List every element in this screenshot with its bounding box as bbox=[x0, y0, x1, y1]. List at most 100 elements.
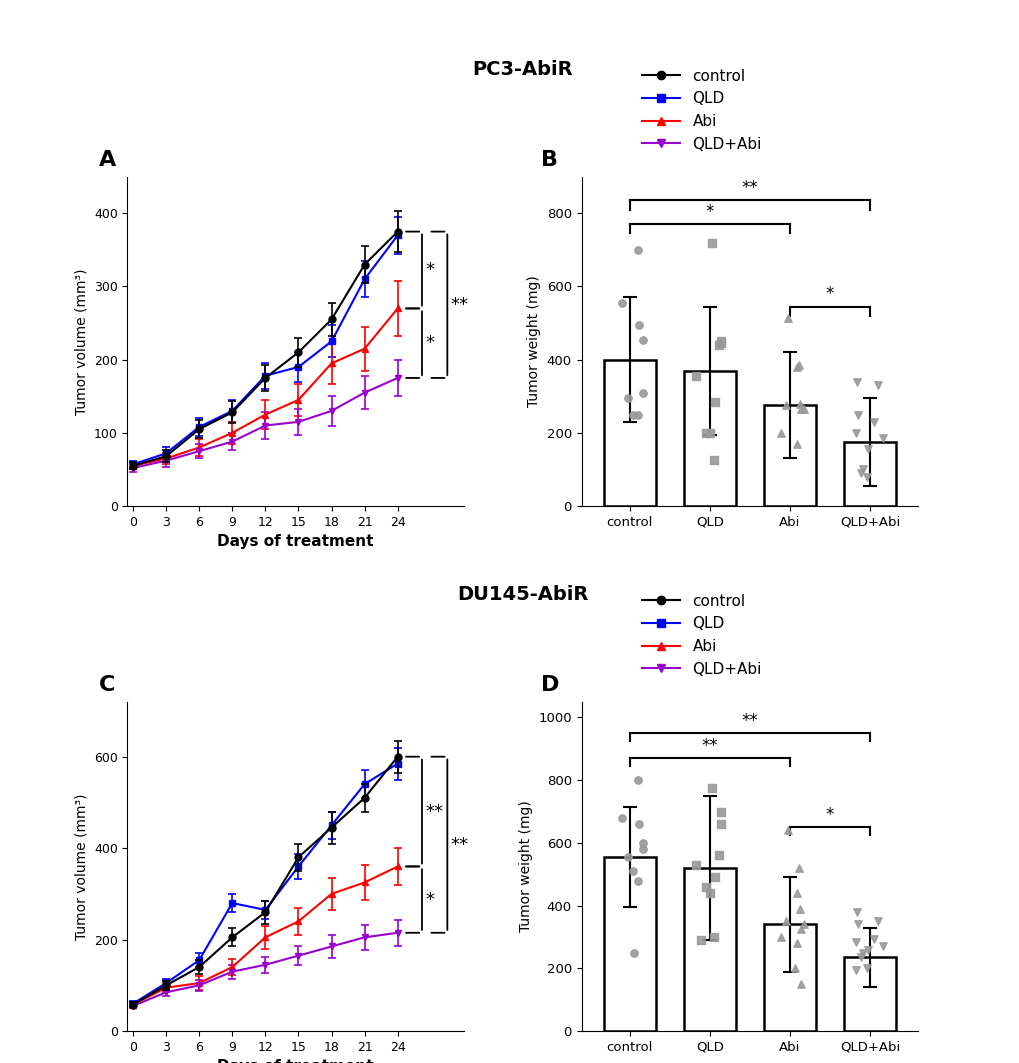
Point bbox=[788, 436, 804, 453]
Point bbox=[635, 841, 651, 858]
Point bbox=[629, 241, 645, 258]
Point bbox=[712, 335, 729, 352]
Point bbox=[848, 373, 864, 390]
Point bbox=[849, 406, 865, 423]
Point bbox=[849, 916, 865, 933]
X-axis label: Days of treatment: Days of treatment bbox=[217, 535, 374, 550]
X-axis label: Days of treatment: Days of treatment bbox=[217, 1060, 374, 1063]
Point bbox=[854, 461, 870, 478]
Point bbox=[779, 822, 795, 839]
Point bbox=[792, 900, 808, 917]
Point bbox=[792, 976, 808, 993]
Text: **: ** bbox=[450, 836, 468, 854]
Point bbox=[635, 384, 651, 401]
Point bbox=[706, 868, 722, 885]
Point bbox=[688, 857, 704, 874]
Bar bbox=[683, 371, 735, 506]
Bar bbox=[763, 925, 815, 1031]
Point bbox=[705, 452, 721, 469]
Text: *: * bbox=[705, 203, 713, 221]
Point bbox=[788, 934, 804, 951]
Point bbox=[624, 863, 640, 880]
Point bbox=[852, 465, 868, 482]
Text: *: * bbox=[425, 261, 434, 279]
Point bbox=[620, 389, 636, 406]
Point bbox=[630, 317, 646, 334]
Point bbox=[630, 815, 646, 832]
Text: PC3-AbiR: PC3-AbiR bbox=[472, 61, 573, 80]
Y-axis label: Tumor volume (mm³): Tumor volume (mm³) bbox=[74, 268, 89, 415]
Point bbox=[873, 938, 890, 955]
Point bbox=[852, 949, 868, 966]
Point bbox=[795, 916, 811, 933]
Text: *: * bbox=[825, 806, 834, 824]
Point bbox=[712, 803, 729, 820]
Point bbox=[777, 913, 794, 930]
Point bbox=[634, 331, 650, 348]
Point bbox=[792, 395, 808, 412]
Point bbox=[777, 396, 794, 414]
Point bbox=[703, 779, 719, 796]
Text: D: D bbox=[541, 675, 559, 695]
Bar bbox=[843, 958, 895, 1031]
Point bbox=[792, 401, 808, 418]
Point bbox=[848, 904, 864, 921]
Point bbox=[710, 847, 727, 864]
Bar bbox=[603, 857, 655, 1031]
Point bbox=[790, 860, 806, 877]
Point bbox=[869, 913, 886, 930]
Point bbox=[629, 406, 645, 423]
Point bbox=[634, 834, 650, 851]
Bar bbox=[763, 405, 815, 506]
Text: B: B bbox=[541, 150, 557, 170]
Text: **: ** bbox=[741, 180, 757, 198]
Bar bbox=[683, 868, 735, 1031]
Point bbox=[705, 928, 721, 945]
Text: DU145-AbiR: DU145-AbiR bbox=[457, 586, 588, 605]
Text: *: * bbox=[825, 285, 834, 303]
Point bbox=[772, 928, 789, 945]
Point bbox=[865, 414, 881, 431]
Point bbox=[865, 930, 881, 947]
Bar bbox=[603, 359, 655, 506]
Point bbox=[701, 424, 717, 441]
Text: **: ** bbox=[450, 296, 468, 314]
Point bbox=[629, 872, 645, 889]
Point bbox=[772, 424, 789, 441]
Text: *: * bbox=[425, 891, 434, 909]
Point bbox=[701, 884, 717, 901]
Point bbox=[795, 401, 811, 418]
Point bbox=[703, 234, 719, 251]
Point bbox=[869, 376, 886, 393]
Y-axis label: Tumor weight (mg): Tumor weight (mg) bbox=[519, 800, 532, 932]
Legend: control, QLD, Abi, QLD+Abi: control, QLD, Abi, QLD+Abi bbox=[636, 588, 767, 682]
Point bbox=[712, 815, 729, 832]
Point bbox=[629, 772, 645, 789]
Text: **: ** bbox=[701, 737, 717, 755]
Text: C: C bbox=[99, 675, 115, 695]
Point bbox=[697, 424, 713, 441]
Point bbox=[786, 960, 802, 977]
Point bbox=[854, 944, 870, 961]
Point bbox=[697, 878, 713, 895]
Bar bbox=[843, 442, 895, 506]
Point bbox=[706, 393, 722, 410]
Point bbox=[847, 961, 863, 978]
Point bbox=[710, 337, 727, 354]
Text: **: ** bbox=[741, 712, 757, 730]
Point bbox=[692, 931, 708, 948]
Point bbox=[790, 357, 806, 374]
Text: *: * bbox=[425, 334, 434, 352]
Text: **: ** bbox=[425, 803, 443, 821]
Point bbox=[613, 294, 630, 311]
Point bbox=[847, 424, 863, 441]
Point bbox=[873, 429, 890, 446]
Point bbox=[688, 368, 704, 385]
Point bbox=[625, 944, 641, 961]
Point bbox=[712, 333, 729, 350]
Point bbox=[858, 960, 874, 977]
Point bbox=[859, 941, 875, 958]
Point bbox=[788, 884, 804, 901]
Point bbox=[613, 809, 630, 826]
Point bbox=[792, 921, 808, 938]
